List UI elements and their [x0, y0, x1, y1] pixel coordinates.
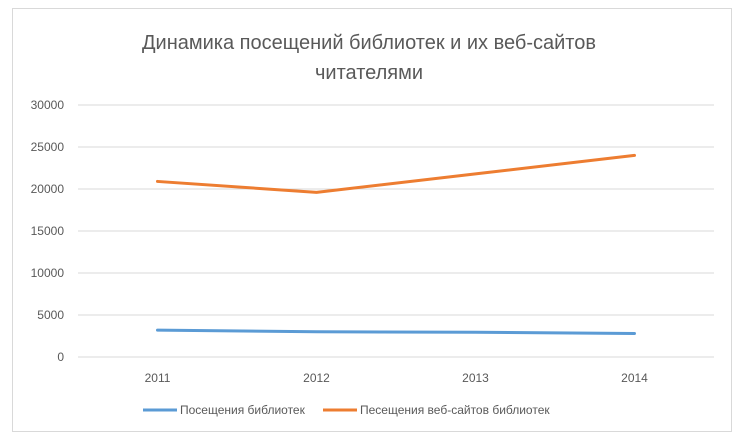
- legend-label: Песещения веб-сайтов библиотек: [360, 403, 550, 417]
- y-tick-label: 5000: [37, 308, 64, 322]
- legend-label: Посещения библиотек: [180, 403, 306, 417]
- y-tick-label: 0: [57, 350, 64, 364]
- series-line-2: [156, 153, 636, 194]
- x-tick-label: 2012: [303, 371, 330, 385]
- y-tick-label: 20000: [31, 182, 65, 196]
- y-tick-label: 10000: [31, 266, 65, 280]
- y-tick-label: 30000: [31, 98, 65, 112]
- x-tick-label: 2013: [462, 371, 489, 385]
- x-tick-label: 2011: [145, 371, 171, 385]
- chart-frame: [12, 8, 732, 432]
- chart-title-line-1: Динамика посещений библиотек и их веб-са…: [142, 32, 596, 54]
- chart-title-line-2: читателями: [315, 62, 423, 84]
- series-line-1: [156, 328, 636, 335]
- x-tick-label: 2014: [621, 371, 648, 385]
- y-tick-label: 25000: [31, 140, 65, 154]
- y-tick-label: 15000: [31, 224, 65, 238]
